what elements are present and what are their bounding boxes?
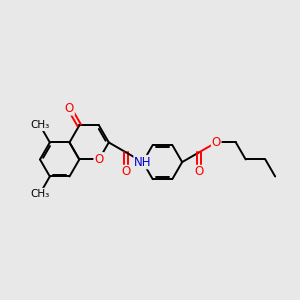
Text: O: O: [94, 153, 104, 166]
Text: O: O: [195, 165, 204, 178]
Text: O: O: [212, 136, 221, 149]
Text: O: O: [65, 102, 74, 115]
Text: O: O: [94, 153, 104, 166]
Text: CH₃: CH₃: [30, 120, 50, 130]
Text: NH: NH: [134, 156, 152, 169]
Text: O: O: [121, 165, 130, 178]
Text: CH₃: CH₃: [30, 188, 50, 199]
